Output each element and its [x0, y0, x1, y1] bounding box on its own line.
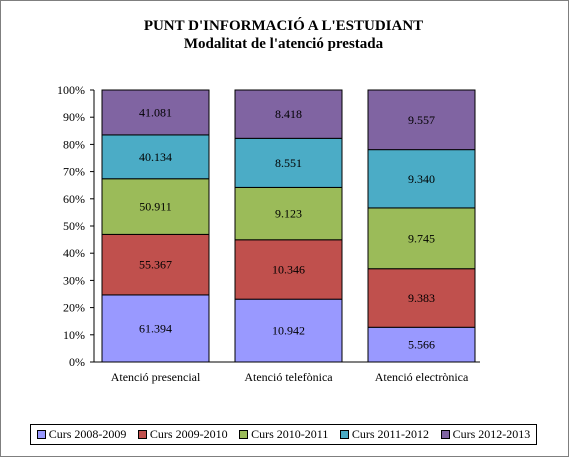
- y-tick-label: 90%: [63, 110, 85, 124]
- legend-swatch: [36, 430, 46, 439]
- data-label: 9.745: [408, 231, 435, 245]
- data-label: 8.551: [275, 156, 302, 170]
- legend-label: Curs 2012-2013: [452, 427, 531, 441]
- bar-segment: [101, 178, 210, 235]
- legend-item: Curs 2010-2011: [239, 427, 328, 442]
- data-label: 5.566: [408, 338, 435, 352]
- legend-label: Curs 2011-2012: [351, 427, 430, 441]
- legend-item: Curs 2009-2010: [137, 427, 228, 442]
- legend-swatch: [137, 430, 147, 439]
- y-tick-label: 60%: [63, 192, 85, 206]
- data-label: 9.557: [408, 113, 435, 127]
- data-label: 9.383: [408, 291, 435, 305]
- bar-segment: [234, 186, 343, 241]
- data-label: 9.123: [275, 207, 302, 221]
- legend-swatch: [440, 430, 450, 439]
- legend-item: Curs 2011-2012: [339, 427, 430, 442]
- x-category-label: Atenció presencial: [111, 370, 201, 384]
- bar-segment: [367, 268, 476, 328]
- data-label: 10.942: [272, 324, 305, 338]
- y-tick-label: 40%: [63, 246, 85, 260]
- legend-swatch: [239, 430, 249, 439]
- bar-segment: [234, 298, 343, 363]
- y-tick-label: 30%: [63, 273, 85, 287]
- y-tick-label: 100%: [57, 83, 85, 97]
- bar-segment: [367, 149, 476, 209]
- legend-label: Curs 2010-2011: [251, 427, 329, 441]
- data-label: 50.911: [139, 200, 172, 214]
- bar-segment: [367, 207, 476, 270]
- data-label: 61.394: [139, 321, 172, 335]
- legend-item: Curs 2008-2009: [36, 427, 127, 442]
- legend-swatch: [339, 430, 349, 439]
- y-tick-label: 20%: [63, 301, 85, 315]
- bar-segment: [367, 326, 476, 363]
- x-category-label: Atenció electrònica: [375, 370, 469, 384]
- chart-legend: Curs 2008-2009 Curs 2009-2010 Curs 2010-20…: [30, 424, 537, 445]
- y-tick-label: 50%: [63, 219, 85, 233]
- chart-subtitle: Modalitat de l'atenció prestada: [183, 36, 384, 52]
- bar-segment: [234, 137, 343, 188]
- legend-label: Curs 2008-2009: [48, 427, 127, 441]
- y-tick-label: 0%: [69, 355, 85, 369]
- data-label: 40.134: [139, 150, 172, 164]
- x-category-label: Atenció telefònica: [244, 370, 333, 384]
- data-label: 55.367: [139, 258, 172, 272]
- y-tick-label: 80%: [63, 137, 85, 151]
- data-label: 8.418: [275, 107, 302, 121]
- bar-segment: [101, 134, 210, 180]
- data-label: 10.346: [272, 262, 305, 276]
- y-tick-label: 10%: [63, 328, 85, 342]
- bar-segment: [101, 89, 210, 136]
- stacked-bar-chart: 0% 10% 20% 30% 40% 50% 60% 70% 80% 90% 100% 61.394 5…: [57, 83, 480, 384]
- chart-title: PUNT D'INFORMACIÓ A L'ESTUDIANT: [143, 18, 424, 34]
- y-tick-label: 70%: [63, 165, 85, 179]
- legend-item: Curs 2012-2013: [440, 427, 531, 442]
- data-label: 9.340: [408, 172, 435, 186]
- bar-segment: [234, 89, 343, 139]
- bar-segment: [367, 89, 476, 151]
- legend-label: Curs 2009-2010: [149, 427, 228, 441]
- data-label: 41.081: [139, 105, 172, 119]
